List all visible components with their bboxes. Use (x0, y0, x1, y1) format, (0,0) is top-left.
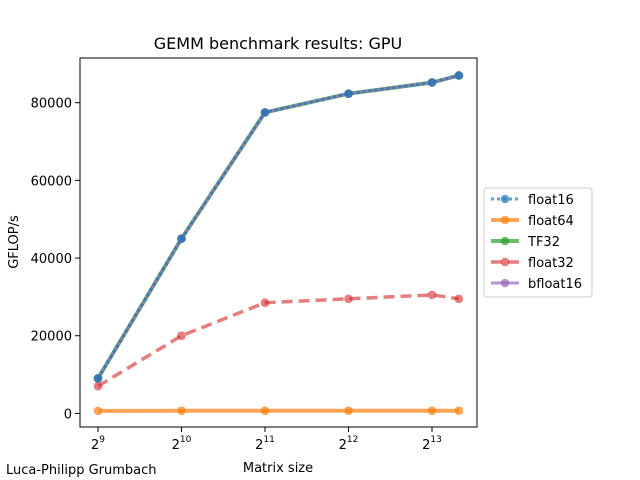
series-float16 (93, 71, 464, 383)
data-point (93, 381, 103, 391)
y-tick-label: 60000 (31, 174, 72, 189)
legend-marker (500, 194, 510, 204)
legend-marker (500, 215, 510, 225)
legend: float16 float64 TF32 float32 bfloat16 (483, 187, 593, 298)
x-tick-exponent: 12 (347, 435, 358, 445)
y-tick-label: 0 (64, 407, 72, 422)
x-tick-base: 2 (255, 438, 263, 453)
legend-box (483, 187, 593, 298)
data-point (93, 374, 103, 383)
x-tick-base: 2 (91, 438, 99, 453)
data-point (177, 234, 186, 243)
data-point (344, 294, 353, 304)
legend-item-tf32: TF32 (491, 235, 560, 250)
legend-label: TF32 (527, 235, 560, 250)
legend-item-float32: float32 (491, 256, 574, 271)
data-point (344, 406, 353, 415)
data-point (454, 71, 464, 80)
y-tick-label: 80000 (31, 97, 72, 112)
legend-label: float32 (528, 256, 574, 271)
data-point (454, 406, 464, 415)
data-point (427, 406, 437, 415)
x-tick-label: 29 (91, 435, 105, 453)
legend-marker (500, 278, 510, 288)
legend-label: float16 (528, 193, 574, 208)
author-credit: Luca-Philipp Grumbach (6, 463, 157, 478)
x-tick-base: 2 (339, 438, 347, 453)
series-tf32 (93, 71, 464, 383)
x-tick-base: 2 (422, 438, 430, 453)
legend-marker (500, 236, 510, 246)
x-tick-exponent: 9 (99, 435, 105, 445)
legend-item-bfloat16: bfloat16 (491, 277, 582, 292)
y-axis-label: GFLOP/s (7, 215, 22, 269)
data-point (344, 89, 353, 99)
x-tick-exponent: 13 (430, 435, 441, 445)
legend-item-float16: float16 (491, 193, 574, 208)
chart-title: GEMM benchmark results: GPU (154, 34, 402, 53)
series-bfloat16 (93, 71, 464, 383)
series-line-float16 (96, 74, 460, 380)
data-point (427, 290, 437, 300)
series-line-tf32 (96, 73, 460, 380)
x-tick-label: 212 (339, 435, 359, 453)
x-tick-base: 2 (172, 438, 180, 453)
x-tick-label: 211 (255, 435, 275, 453)
data-point (177, 331, 186, 341)
y-axis-ticks: 0 20000 40000 60000 80000 (31, 97, 80, 422)
legend-label: float64 (528, 214, 574, 229)
series-layer (93, 71, 464, 416)
legend-label: bfloat16 (528, 277, 582, 292)
series-line-float32 (97, 293, 460, 388)
legend-marker (500, 257, 510, 267)
y-tick-label: 40000 (31, 252, 72, 267)
data-point (454, 294, 464, 304)
x-tick-exponent: 10 (180, 435, 192, 445)
x-tick-label: 213 (422, 435, 442, 453)
plot-frame (79, 57, 478, 428)
data-point (177, 406, 186, 415)
data-point (260, 108, 270, 117)
data-point (427, 78, 437, 87)
x-tick-label: 210 (172, 435, 192, 453)
y-tick-label: 20000 (31, 330, 72, 345)
series-float32 (93, 290, 464, 391)
series-line-bfloat16 (96, 74, 460, 380)
x-axis-label: Matrix size (243, 461, 313, 476)
data-point (260, 406, 270, 415)
x-axis-ticks: 29 210 211 212 213 (91, 427, 442, 453)
x-tick-exponent: 11 (263, 435, 274, 445)
legend-item-float64: float64 (491, 214, 574, 229)
series-float64 (93, 406, 464, 416)
data-point (93, 406, 103, 416)
data-point (260, 298, 270, 308)
